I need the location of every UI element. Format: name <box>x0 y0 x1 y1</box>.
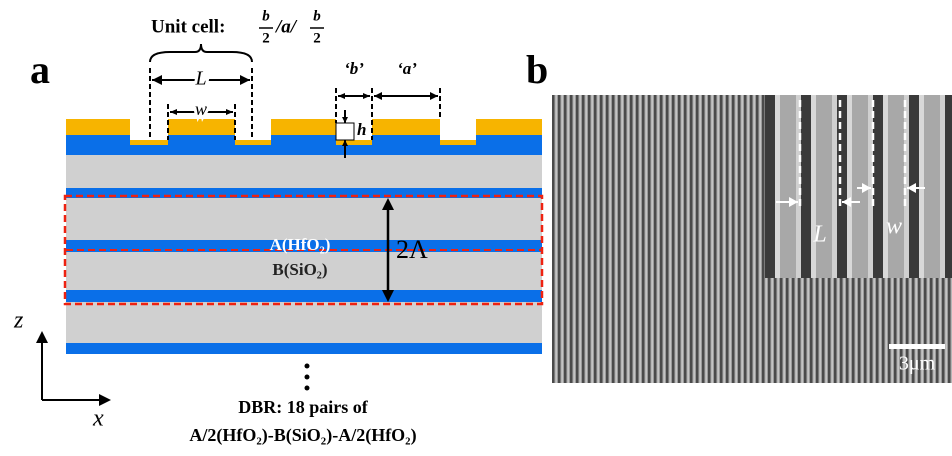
dim-label: h <box>357 120 366 139</box>
fraction-middle: /a/ <box>274 16 298 37</box>
panel-b: b L w 3μm <box>526 47 952 383</box>
inset-label: w <box>886 214 902 240</box>
axis-label: x <box>92 406 104 432</box>
sem-inset <box>765 95 952 278</box>
panel-label: a <box>30 47 50 92</box>
layer-label: B(SiO₂) <box>272 260 327 279</box>
scale-bar-label: 3μm <box>899 353 936 375</box>
panel-a: a <box>13 8 542 446</box>
caption: DBR: 18 pairs of <box>238 397 369 417</box>
dim-label: ‘a’ <box>397 59 417 78</box>
figure: a <box>0 0 952 456</box>
layer-blue <box>66 290 542 302</box>
fraction-num: b <box>262 8 270 24</box>
layer-blue <box>66 343 542 354</box>
fraction-den: 2 <box>262 30 270 46</box>
dim-label: ‘b’ <box>344 59 364 78</box>
period-label: 2Λ <box>396 235 428 264</box>
fraction-den: 2 <box>313 30 321 46</box>
dim-label: w <box>195 99 207 119</box>
scale-bar <box>889 344 945 349</box>
fraction-num: b <box>313 8 321 24</box>
axis-label: z <box>13 308 24 334</box>
substrate <box>66 154 542 354</box>
panel-label: b <box>526 47 548 92</box>
dim-label: L <box>194 68 206 90</box>
unit-cell-label: Unit cell: <box>151 16 225 37</box>
layer-label: A(HfO₂) <box>270 235 331 254</box>
caption: A/2(HfO₂)-B(SiO₂)-A/2(HfO₂) <box>189 425 416 446</box>
inset-label: L <box>812 222 826 248</box>
